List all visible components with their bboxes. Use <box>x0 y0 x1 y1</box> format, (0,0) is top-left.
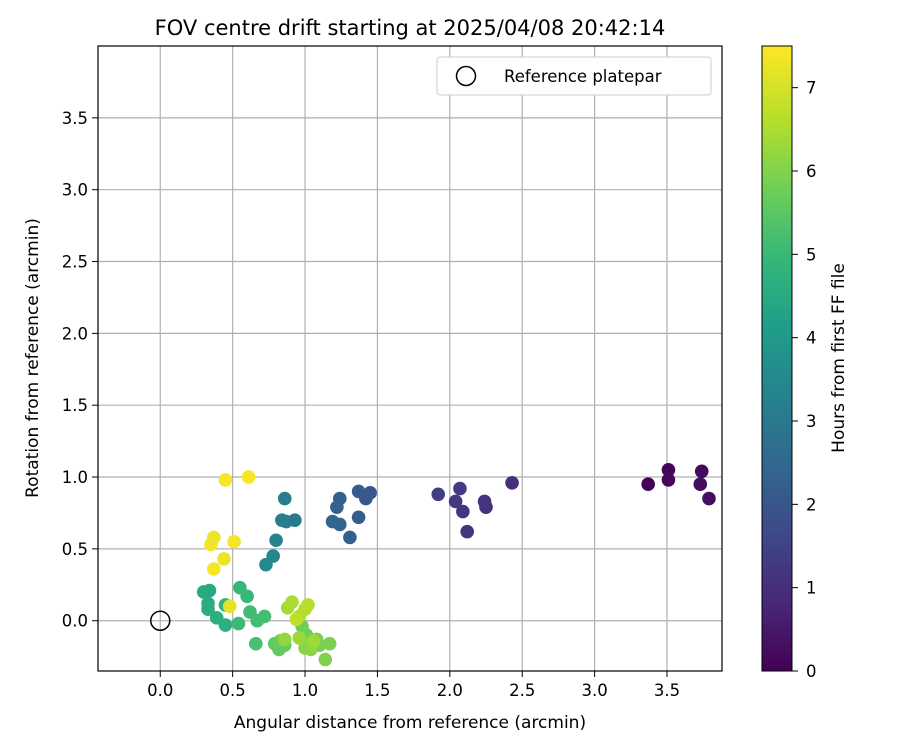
x-tick-label: 3.0 <box>581 681 607 700</box>
colorbar: 0 1 2 3 4 5 6 7 Hours from first FF file <box>761 45 849 681</box>
y-tick-label: 3.5 <box>62 109 88 128</box>
data-point <box>240 589 254 604</box>
y-tick-label: 1.0 <box>62 468 88 487</box>
data-point <box>207 562 221 576</box>
data-point <box>322 636 337 651</box>
data-point <box>306 634 321 648</box>
data-point <box>292 631 307 645</box>
colorbar-tick-label: 6 <box>806 162 817 181</box>
x-axis-ticks: 0.0 0.5 1.0 1.5 2.0 2.5 3.0 3.5 <box>147 671 680 700</box>
data-point <box>269 533 283 548</box>
data-point <box>277 632 292 647</box>
data-point <box>351 510 366 525</box>
x-tick-label: 0.5 <box>220 681 246 700</box>
data-point <box>330 500 344 515</box>
x-tick-label: 1.5 <box>364 681 390 700</box>
grid-lines <box>98 46 722 671</box>
data-point <box>694 464 709 479</box>
data-point <box>431 487 446 502</box>
y-axis-ticks: 0.0 0.5 1.0 1.5 2.0 2.5 3.0 3.5 <box>62 109 98 631</box>
data-point <box>231 616 246 631</box>
colorbar-tick-label: 7 <box>806 79 817 98</box>
data-point <box>448 494 463 509</box>
colorbar-tick-label: 2 <box>806 495 817 514</box>
data-point <box>318 652 333 667</box>
data-point <box>453 481 467 496</box>
legend: Reference platepar <box>436 56 712 96</box>
y-tick-label: 2.0 <box>62 324 88 343</box>
data-point <box>217 552 231 566</box>
data-point <box>285 595 299 609</box>
data-point <box>218 618 233 632</box>
data-point <box>661 473 676 487</box>
data-point <box>259 557 273 572</box>
y-tick-label: 2.5 <box>62 253 88 272</box>
y-tick-label: 0.5 <box>62 540 88 559</box>
data-point <box>277 491 292 506</box>
colorbar-tick-label: 5 <box>806 245 817 264</box>
data-point <box>641 477 655 492</box>
data-point <box>204 537 218 552</box>
data-point <box>275 513 289 527</box>
data-point <box>201 602 215 617</box>
y-axis-label: Rotation from reference (arcmin) <box>23 218 43 498</box>
legend-box <box>436 56 712 96</box>
colorbar-ticks: 0 1 2 3 4 5 6 7 <box>792 79 817 681</box>
data-point <box>351 484 366 499</box>
legend-marker <box>455 65 477 87</box>
data-point <box>202 583 217 598</box>
data-point <box>693 477 708 492</box>
data-point <box>249 636 263 651</box>
x-tick-label: 3.5 <box>654 681 680 700</box>
x-tick-label: 2.0 <box>437 681 463 700</box>
y-tick-label: 1.5 <box>62 396 88 415</box>
data-point <box>456 504 470 519</box>
colorbar-tick-label: 1 <box>806 579 817 598</box>
colorbar-tick-label: 0 <box>806 662 817 681</box>
data-point <box>301 598 315 612</box>
data-point <box>343 530 357 545</box>
data-point <box>241 470 256 484</box>
data-point <box>257 609 272 624</box>
colorbar-label: Hours from first FF file <box>829 263 849 453</box>
data-point <box>227 534 241 549</box>
legend-label: Reference platepar <box>504 67 662 86</box>
plot-frame <box>97 45 723 672</box>
reference-marker <box>150 610 171 631</box>
data-point <box>460 524 474 539</box>
data-point <box>218 473 233 487</box>
x-tick-label: 2.5 <box>509 681 535 700</box>
data-point <box>661 463 676 477</box>
x-axis-label: Angular distance from reference (arcmin) <box>234 713 586 733</box>
data-point <box>289 612 304 627</box>
data-point <box>702 491 716 506</box>
chart-title: FOV centre drift starting at 2025/04/08 … <box>155 16 666 40</box>
data-point <box>222 599 237 614</box>
colorbar-tick-label: 3 <box>806 412 817 431</box>
data-points <box>196 463 716 667</box>
colorbar-tick-label: 4 <box>806 329 817 348</box>
y-tick-label: 3.0 <box>62 181 88 200</box>
y-tick-label: 0.0 <box>62 612 88 631</box>
reference-platepar-point <box>150 610 171 631</box>
x-tick-label: 1.0 <box>292 681 318 700</box>
colorbar-gradient <box>761 45 793 672</box>
data-point <box>477 494 492 509</box>
x-tick-label: 0.0 <box>147 681 173 700</box>
data-point <box>505 475 519 490</box>
data-point <box>325 514 340 529</box>
